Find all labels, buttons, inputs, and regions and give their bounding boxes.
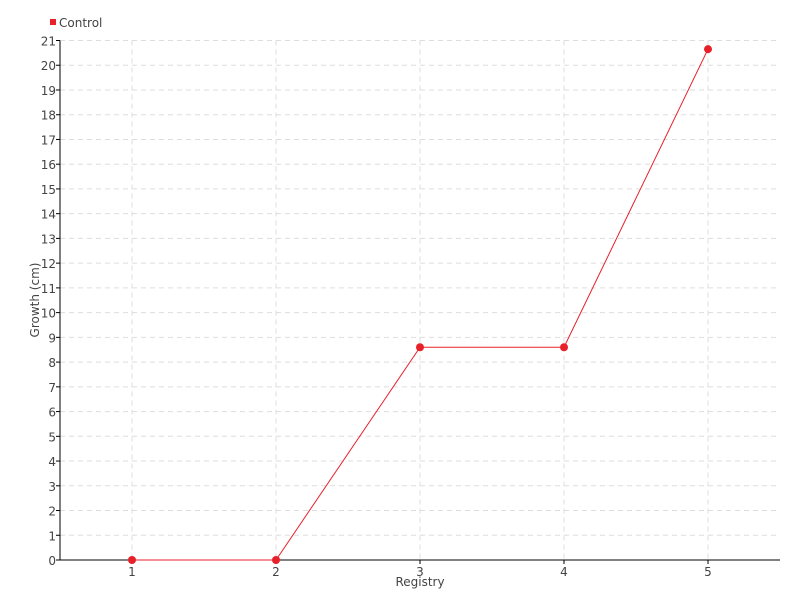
y-tick-label: 0 (48, 554, 56, 568)
y-tick-label: 14 (41, 208, 56, 222)
y-tick-label: 21 (41, 35, 56, 49)
y-tick-label: 5 (48, 430, 56, 444)
grid (60, 40, 780, 560)
x-tick-label: 3 (416, 565, 424, 579)
x-tick-label: 1 (128, 565, 136, 579)
x-tick-label: 4 (560, 565, 568, 579)
y-tick-label: 4 (48, 455, 56, 469)
data-point (272, 556, 280, 564)
y-tick-label: 20 (41, 59, 56, 73)
legend-swatch-control (50, 19, 56, 25)
x-axis-label: Registry (395, 575, 444, 589)
x-tick-label: 2 (272, 565, 280, 579)
y-tick-label: 10 (41, 307, 56, 321)
y-axis-label: Growth (cm) (28, 263, 42, 338)
y-tick-label: 17 (41, 133, 56, 147)
y-tick-label: 16 (41, 158, 56, 172)
y-tick-label: 18 (41, 109, 56, 123)
y-tick-label: 6 (48, 406, 56, 420)
y-tick-label: 11 (41, 282, 56, 296)
y-tick-label: 8 (48, 356, 56, 370)
y-tick-label: 19 (41, 84, 56, 98)
data-point (128, 556, 136, 564)
y-tick-label: 3 (48, 480, 56, 494)
y-tick-label: 2 (48, 505, 56, 519)
y-tick-label: 12 (41, 257, 56, 271)
y-tick-label: 7 (48, 381, 56, 395)
data-point (416, 343, 424, 352)
y-tick-label: 1 (48, 529, 56, 543)
x-tick-label: 5 (704, 565, 712, 579)
y-tick-label: 15 (41, 183, 56, 197)
series-layer (128, 45, 712, 564)
legend-label-control: Control (59, 16, 102, 30)
y-tick-label: 9 (48, 331, 56, 345)
data-point (560, 343, 568, 352)
y-tick-label: 13 (41, 232, 56, 246)
legend: Control (50, 16, 102, 30)
data-point (704, 45, 712, 54)
